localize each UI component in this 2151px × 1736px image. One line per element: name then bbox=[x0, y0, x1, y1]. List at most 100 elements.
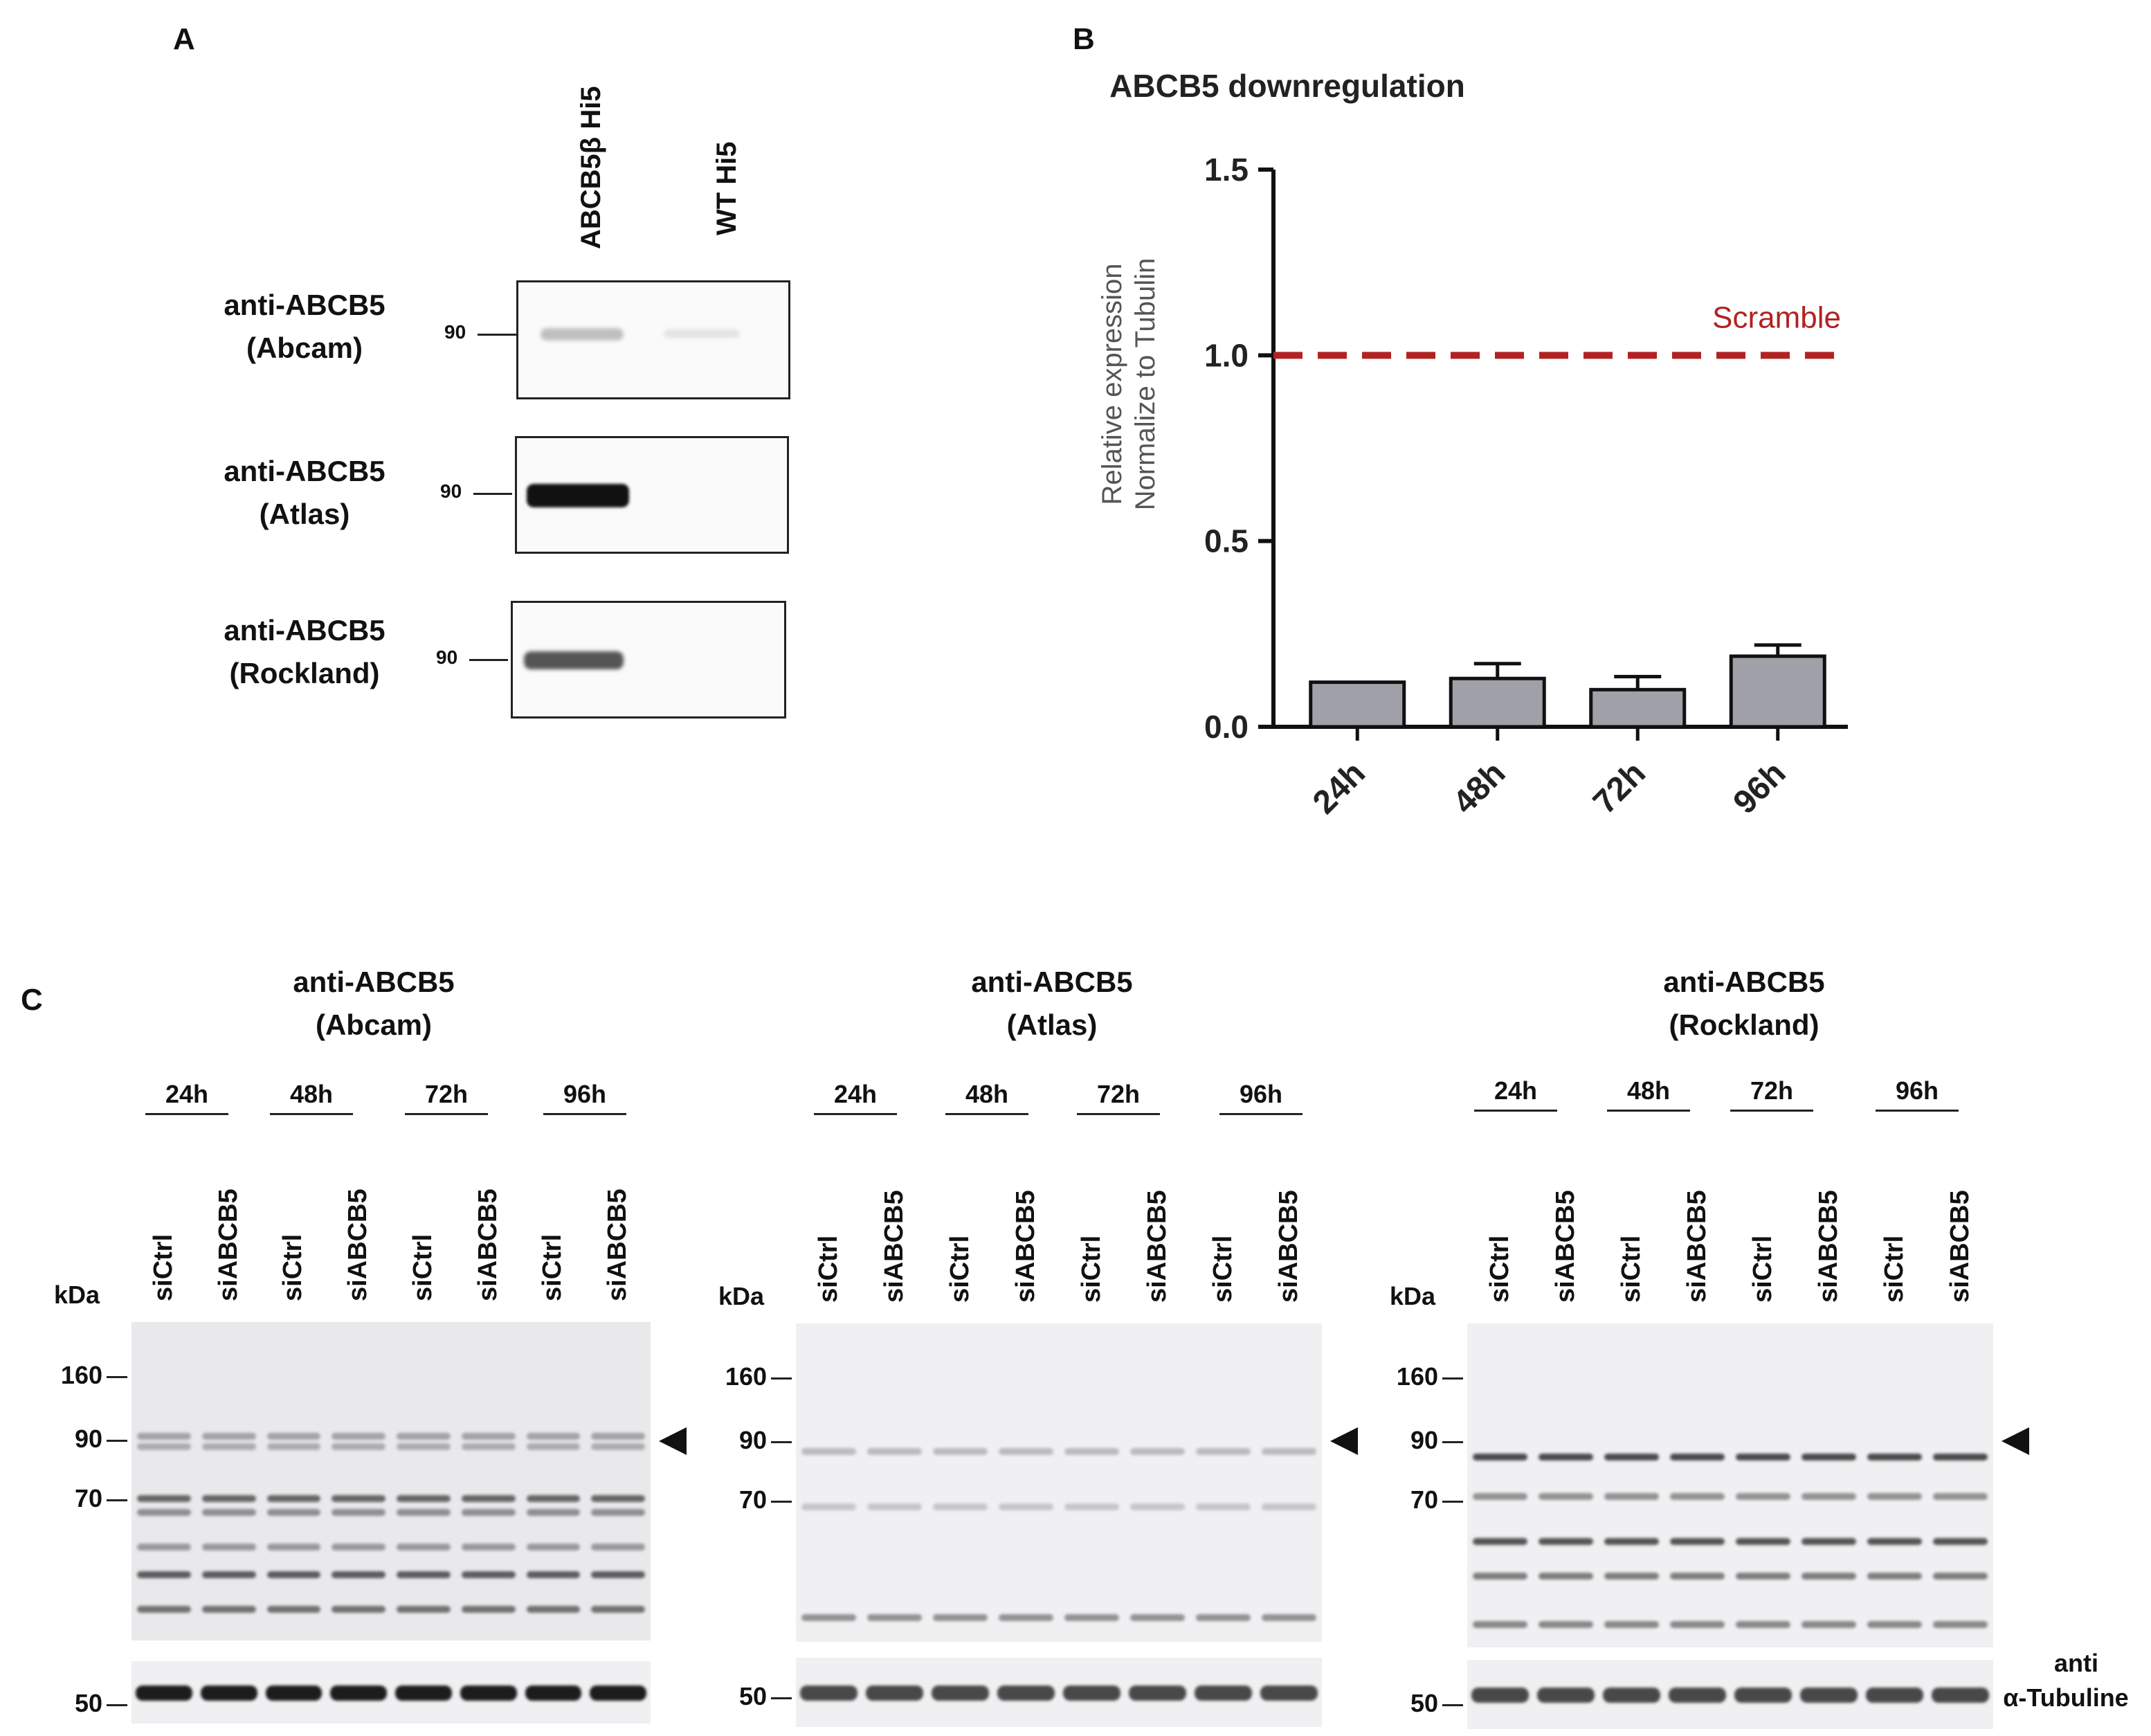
band bbox=[397, 1606, 451, 1613]
band bbox=[933, 1614, 988, 1621]
marker-tick bbox=[1442, 1704, 1463, 1706]
band bbox=[933, 1503, 988, 1510]
kda-label: kDa bbox=[54, 1281, 100, 1309]
tubulin-band bbox=[265, 1685, 323, 1701]
lane-label: siCtrl bbox=[278, 1233, 308, 1301]
band bbox=[397, 1509, 451, 1516]
lane-label: siABCB5 bbox=[1813, 1190, 1843, 1303]
lane-label: siCtrl bbox=[945, 1235, 974, 1303]
band bbox=[461, 1544, 516, 1550]
tubulin-blot bbox=[1467, 1660, 1993, 1729]
band bbox=[1736, 1493, 1790, 1500]
band bbox=[524, 651, 624, 669]
band bbox=[332, 1509, 385, 1516]
band bbox=[1933, 1454, 1988, 1461]
band bbox=[1604, 1493, 1659, 1500]
band bbox=[999, 1614, 1053, 1621]
x-tick-label: 96h bbox=[1727, 754, 1793, 821]
panel-c-label: C bbox=[21, 983, 43, 1017]
x-tick-label: 72h bbox=[1586, 754, 1653, 821]
lane-label: siABCB5 bbox=[473, 1188, 502, 1301]
band bbox=[526, 1509, 581, 1516]
band bbox=[201, 1571, 256, 1578]
lane-label: siABCB5 bbox=[1142, 1190, 1172, 1303]
tubulin-band bbox=[330, 1685, 387, 1701]
marker-tick bbox=[469, 659, 508, 661]
marker-tick bbox=[771, 1377, 792, 1380]
timepoint-underline bbox=[405, 1113, 488, 1115]
band bbox=[801, 1503, 856, 1510]
lane-label: siCtrl bbox=[1879, 1235, 1909, 1303]
band bbox=[201, 1443, 256, 1450]
marker-tick bbox=[771, 1697, 792, 1699]
marker-label: 70 bbox=[738, 1485, 767, 1514]
band bbox=[1867, 1538, 1922, 1545]
timepoint-underline bbox=[1607, 1110, 1690, 1112]
arrow-indicator bbox=[1330, 1427, 1358, 1455]
band bbox=[1867, 1621, 1922, 1628]
y-axis-label-2: Normalize to Tubulin bbox=[1130, 258, 1161, 511]
tubulin-band bbox=[1537, 1688, 1595, 1703]
band bbox=[591, 1443, 645, 1450]
tubulin-band bbox=[590, 1685, 646, 1701]
c-antibody-label-abcam: anti-ABCB5 (Abcam) bbox=[293, 966, 455, 1041]
tubulin-band bbox=[525, 1685, 582, 1701]
marker-label: 90 bbox=[738, 1426, 767, 1454]
timepoint-underline bbox=[145, 1113, 228, 1115]
y-tick-label: 0.5 bbox=[1204, 523, 1249, 559]
band bbox=[801, 1448, 856, 1455]
timepoint-underline bbox=[1876, 1110, 1959, 1112]
tubulin-blot bbox=[131, 1661, 651, 1724]
marker-label: 50 bbox=[738, 1682, 767, 1710]
arrow-indicator bbox=[659, 1427, 687, 1455]
kda-label: kDa bbox=[1390, 1282, 1436, 1310]
tubulin-label-1: anti bbox=[2053, 1649, 2098, 1677]
timepoint-underline bbox=[1474, 1110, 1557, 1112]
panel-a-label: A bbox=[173, 22, 195, 56]
tubulin-band bbox=[1669, 1688, 1726, 1703]
timepoint-underline bbox=[814, 1113, 897, 1115]
marker-tick bbox=[478, 334, 516, 336]
band bbox=[1130, 1503, 1185, 1510]
band bbox=[137, 1606, 191, 1613]
bar bbox=[1589, 687, 1687, 729]
tubulin-band bbox=[395, 1685, 452, 1701]
timepoint-underline bbox=[1077, 1113, 1160, 1115]
band bbox=[1670, 1621, 1725, 1628]
band bbox=[137, 1433, 191, 1440]
marker-tick bbox=[107, 1376, 127, 1378]
band bbox=[1604, 1621, 1659, 1628]
marker-tick bbox=[771, 1441, 792, 1443]
band bbox=[1196, 1503, 1251, 1510]
band bbox=[1933, 1621, 1988, 1628]
timepoint-label: 72h bbox=[1750, 1076, 1794, 1105]
band bbox=[201, 1509, 256, 1516]
band bbox=[201, 1495, 256, 1502]
band bbox=[461, 1509, 516, 1516]
c-antibody-label-rockland: anti-ABCB5 (Rockland) bbox=[1663, 966, 1825, 1041]
timepoint-label: 48h bbox=[965, 1080, 1009, 1108]
band bbox=[1933, 1573, 1988, 1580]
marker-label: 70 bbox=[1410, 1485, 1438, 1514]
band bbox=[332, 1544, 385, 1550]
band bbox=[397, 1443, 451, 1450]
antibody-label-rockland: anti-ABCB5 (Rockland) bbox=[224, 614, 385, 689]
marker-label: 70 bbox=[74, 1484, 102, 1512]
y-tick-label: 0.0 bbox=[1204, 709, 1249, 745]
timepoint-label: 96h bbox=[1895, 1076, 1939, 1105]
band bbox=[1539, 1573, 1593, 1580]
band bbox=[591, 1571, 645, 1578]
tubulin-band bbox=[800, 1685, 857, 1701]
band bbox=[591, 1606, 645, 1613]
band bbox=[526, 1606, 581, 1613]
band bbox=[1064, 1503, 1119, 1510]
x-tick-label: 24h bbox=[1306, 754, 1372, 821]
timepoint-underline bbox=[945, 1113, 1028, 1115]
bar bbox=[1309, 680, 1406, 729]
timepoint-label: 72h bbox=[424, 1080, 469, 1108]
blot-membrane bbox=[1467, 1323, 1993, 1647]
timepoint-underline bbox=[1730, 1110, 1813, 1112]
band bbox=[266, 1443, 321, 1450]
marker-tick bbox=[1442, 1441, 1463, 1443]
lane-label: siCtrl bbox=[408, 1233, 437, 1301]
